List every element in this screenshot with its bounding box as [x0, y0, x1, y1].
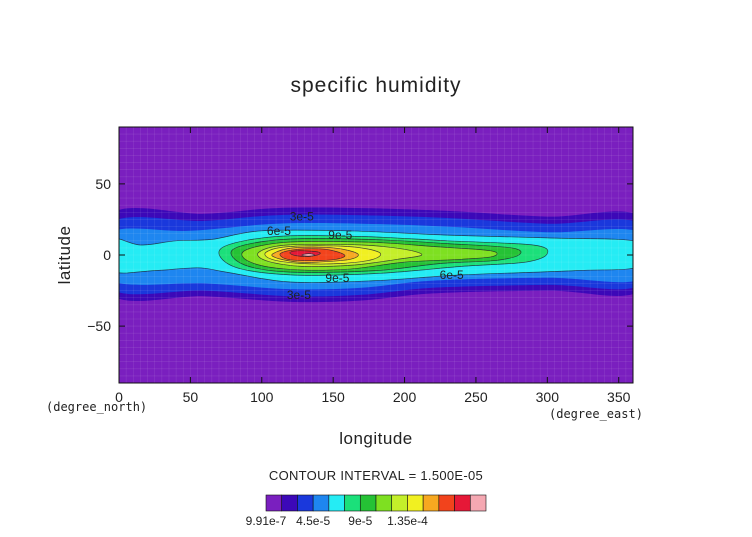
contour-interval: CONTOUR INTERVAL = 1.500E-05	[269, 468, 483, 483]
x-tick-label: 250	[464, 389, 488, 405]
x-tick-label: 50	[183, 389, 199, 405]
grid-lines	[119, 127, 633, 383]
colorbar-swatch	[265, 494, 283, 512]
colorbar-swatch	[297, 494, 314, 512]
colorbar-label: 9.91e-7	[246, 514, 287, 528]
colorbar-swatch	[407, 494, 424, 512]
colorbar-swatch	[328, 494, 345, 512]
x-axis-label: longitude	[339, 429, 413, 448]
colorbar-label: 4.5e-5	[296, 514, 330, 528]
contour-line	[289, 250, 321, 257]
colorbar-swatch	[281, 494, 298, 512]
y-unit-label: (degree_north)	[46, 400, 147, 414]
contour-line	[301, 253, 315, 257]
colorbar-swatch	[422, 494, 440, 512]
x-tick-label: 300	[536, 389, 560, 405]
contour-line	[264, 245, 382, 265]
x-axis: 0 50 100 150 200 250 300 350	[115, 127, 631, 405]
contour-label: 3e-5	[287, 288, 311, 302]
x-tick-label: 200	[393, 389, 417, 405]
y-tick-label: 0	[103, 247, 111, 263]
x-tick-label: 0	[115, 389, 123, 405]
contour-line	[218, 235, 549, 276]
x-tick-label: 350	[607, 389, 631, 405]
contour-label: 9e-5	[328, 228, 352, 242]
colorbar-swatch	[359, 494, 377, 512]
contour-bands	[119, 207, 633, 303]
contour-label: 6e-5	[440, 268, 464, 282]
contour-line	[241, 241, 498, 271]
contour-label: 6e-5	[267, 224, 291, 238]
colorbar-label: 1.35e-4	[387, 514, 428, 528]
colorbar-swatch	[375, 494, 393, 512]
x-tick-label: 150	[321, 389, 345, 405]
contour-label: 3e-5	[290, 210, 314, 224]
contour-labels: 3e-56e-5 9e-59e-5 6e-53e-5	[267, 210, 464, 302]
colorbar: 9.91e-7 4.5e-5 9e-5 1.35e-4	[246, 494, 487, 528]
contour-label: 9e-5	[325, 271, 349, 285]
contour-lines	[119, 229, 633, 283]
y-axis: −50 0 50	[87, 176, 633, 334]
colorbar-swatch	[438, 494, 455, 512]
x-unit-label: (degree_east)	[549, 407, 643, 421]
colorbar-swatch	[344, 494, 361, 512]
x-tick-label: 100	[250, 389, 274, 405]
colorbar-swatch	[312, 494, 330, 512]
colorbar-swatch	[454, 494, 471, 512]
y-tick-label: −50	[87, 318, 111, 334]
contour-line	[257, 243, 423, 267]
contour-line	[119, 229, 633, 283]
y-axis-label: latitude	[55, 226, 74, 285]
plot-area	[119, 127, 633, 383]
colorbar-swatch	[391, 494, 408, 512]
contour-line	[230, 238, 522, 273]
colorbar-swatch	[469, 494, 487, 512]
contour-line	[279, 248, 346, 262]
colorbar-label: 9e-5	[348, 514, 372, 528]
chart-title: specific humidity	[290, 74, 461, 97]
y-tick-label: 50	[95, 176, 111, 192]
contour-line	[271, 246, 359, 263]
